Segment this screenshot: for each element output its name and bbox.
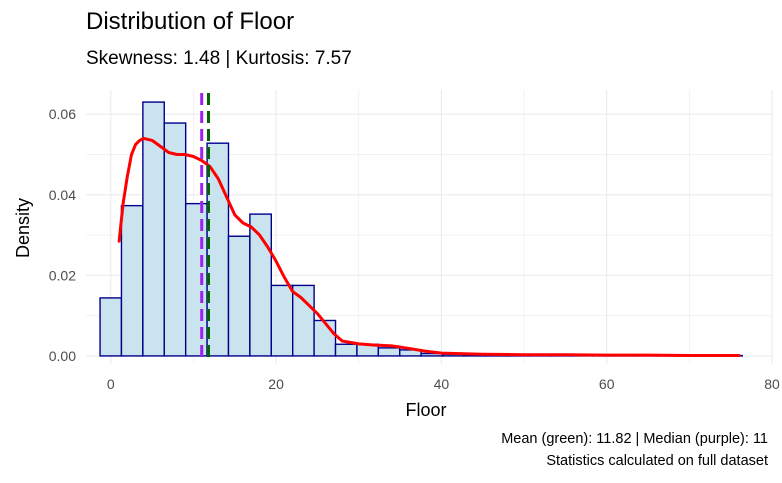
histogram-bar — [377, 347, 401, 357]
histogram-bar — [334, 343, 358, 357]
x-tick-label: 60 — [599, 376, 615, 392]
x-tick-label: 20 — [268, 376, 284, 392]
y-axis-label: Density — [13, 198, 33, 258]
stats-caption: Mean (green): 11.82 | Median (purple): 1… — [501, 431, 768, 447]
histogram-bar — [99, 297, 123, 357]
histogram-bars — [99, 101, 743, 357]
histogram-bar — [184, 202, 208, 357]
histogram-bar — [270, 284, 294, 357]
x-axis-label: Floor — [405, 400, 446, 420]
y-tick-label: 0.00 — [49, 348, 76, 364]
chart-subtitle: Skewness: 1.48 | Kurtosis: 7.57 — [86, 48, 352, 69]
reference-lines — [200, 93, 210, 362]
y-tick-label: 0.02 — [49, 267, 76, 283]
histogram-bar — [206, 142, 230, 357]
axis-ticks: 0 20 40 60 80 0.00 0.02 0.04 0.06 — [49, 106, 780, 392]
density-curve-group — [117, 136, 741, 357]
stats-note: Statistics calculated on full dataset — [546, 453, 768, 469]
x-tick-label: 0 — [107, 376, 115, 392]
histogram-bar — [227, 235, 251, 357]
y-tick-label: 0.06 — [49, 106, 76, 122]
histogram-bar — [313, 319, 337, 357]
histogram-bar — [292, 284, 315, 357]
histogram-bar — [120, 204, 144, 357]
y-tick-label: 0.04 — [49, 187, 76, 203]
x-tick-label: 80 — [764, 376, 780, 392]
chart-title: Distribution of Floor — [86, 8, 295, 35]
density-curve — [117, 136, 741, 357]
histogram-bar — [163, 122, 187, 357]
x-tick-label: 40 — [434, 376, 450, 392]
